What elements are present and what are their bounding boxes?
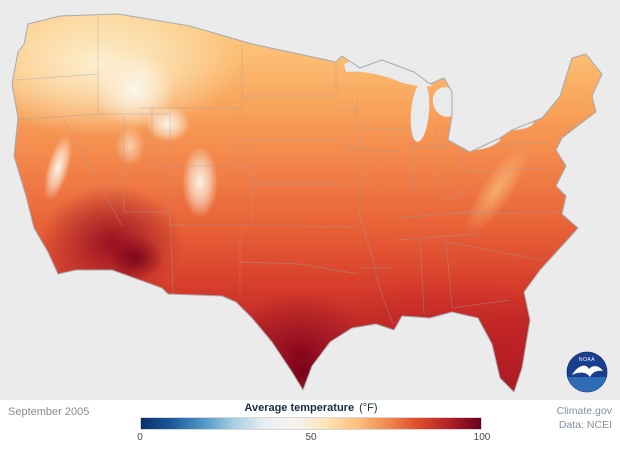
lake-huron <box>432 87 460 117</box>
colorbar-unit: (°F) <box>359 402 378 414</box>
lake-ontario <box>506 118 534 130</box>
lake-superior <box>344 58 432 87</box>
temperature-fill <box>12 14 602 392</box>
lake-erie <box>463 133 501 151</box>
noaa-logo-lower-half <box>567 377 607 392</box>
colorbar-title: Average temperature <box>244 402 355 414</box>
us-outline <box>11 13 603 393</box>
colorbar-tick-50: 50 <box>305 432 317 443</box>
lake-michigan <box>410 82 430 142</box>
date-label: September 2005 <box>8 406 90 418</box>
colorbar-ticks: 0 50 100 <box>137 432 490 445</box>
state-borders <box>13 16 565 325</box>
footer-bar: September 2005 Average temperature (°F) … <box>0 400 620 450</box>
us-temperature-map <box>11 13 603 393</box>
colorbar-title-row: Average temperature (°F) <box>140 402 482 414</box>
colorbar-gradient <box>140 417 482 430</box>
credits: Climate.gov Data: NCEI <box>557 404 612 432</box>
colorbar-tick-100: 100 <box>473 432 491 443</box>
credit-climate-gov: Climate.gov <box>556 405 612 417</box>
noaa-logo: NOAA <box>566 351 608 393</box>
colorbar-tick-0: 0 <box>137 432 143 443</box>
credit-data-ncei: Data: NCEI <box>558 419 612 432</box>
colorbar: Average temperature (°F) 0 50 100 <box>137 402 490 445</box>
noaa-seagull-icon <box>572 365 603 377</box>
noaa-logo-text: NOAA <box>579 357 595 363</box>
great-lakes <box>344 58 534 151</box>
